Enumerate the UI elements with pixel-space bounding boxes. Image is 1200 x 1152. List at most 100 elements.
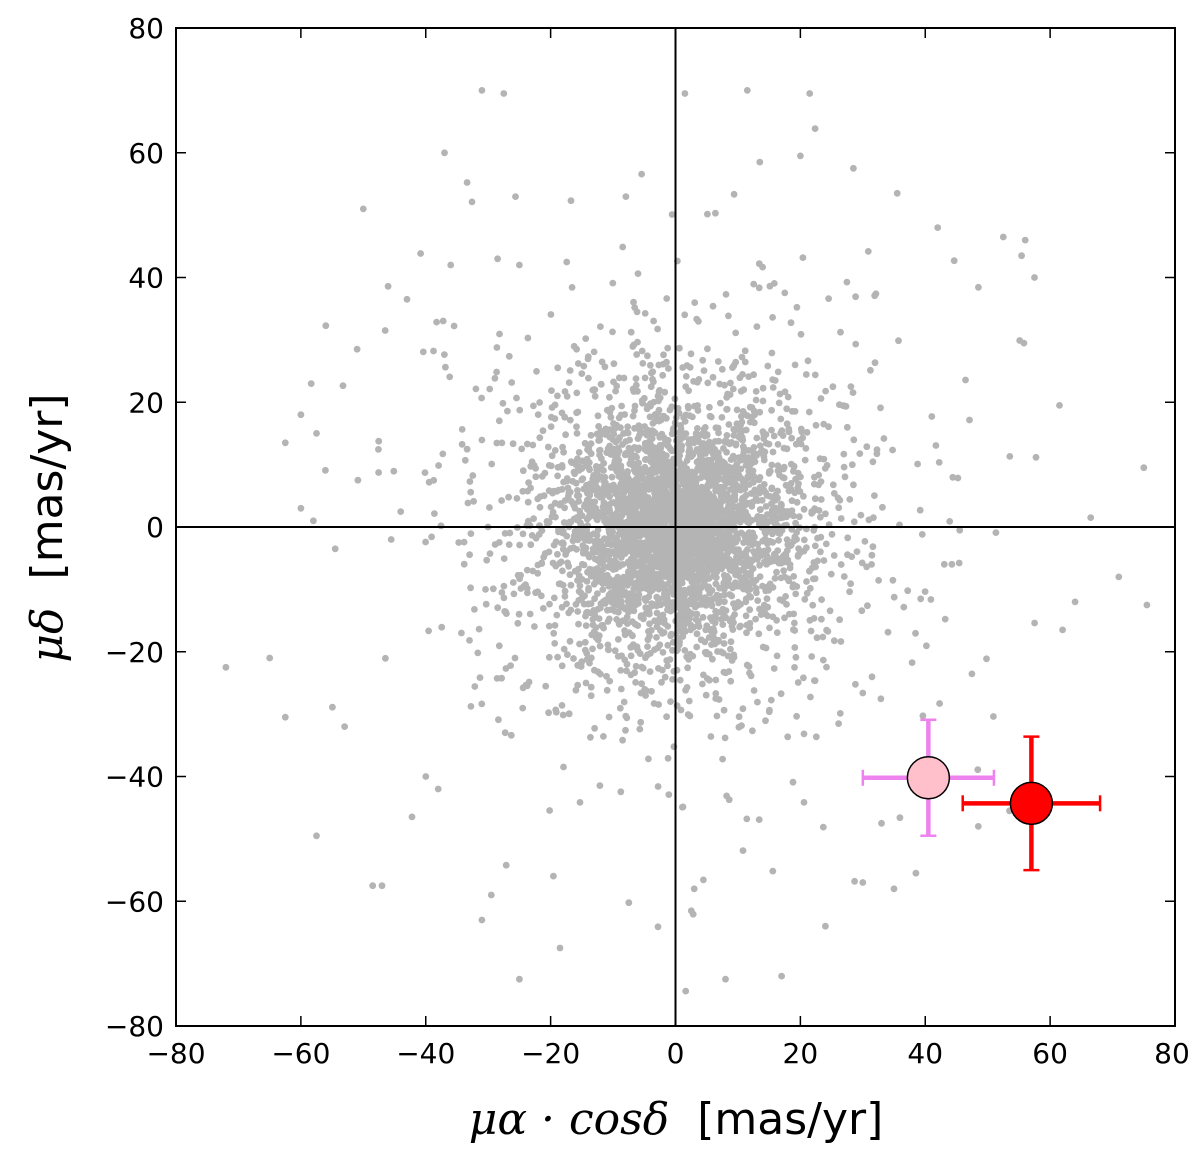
field-star [840,450,848,458]
field-star [739,443,747,450]
field-star [743,629,750,637]
field-star [694,621,702,628]
field-star [850,518,858,526]
field-star [685,517,693,525]
field-star [281,439,289,447]
field-star [624,558,632,566]
field-star [724,463,732,470]
field-star [656,434,664,441]
field-star [573,409,580,417]
field-star [604,515,612,523]
field-star [493,344,501,351]
field-star [804,357,812,365]
field-star [664,606,671,614]
field-star [735,713,743,721]
field-star [803,589,811,597]
field-star [589,621,597,629]
field-star [563,393,571,400]
field-star [750,489,758,497]
field-star [322,466,329,474]
field-star [790,512,797,520]
field-star [493,368,500,376]
field-star [680,598,688,606]
field-star [723,573,731,580]
field-star [822,510,829,518]
field-star [800,674,807,682]
field-star [739,847,747,854]
field-star [679,364,687,371]
field-star [434,785,442,793]
field-star [641,595,649,602]
field-star [750,450,758,457]
field-star [642,529,650,537]
field-star [673,508,681,516]
field-star [1071,598,1079,606]
field-star [576,799,584,806]
field-star [787,460,795,468]
field-star [677,535,685,542]
field-star [382,654,389,662]
field-star [733,406,741,414]
field-star [941,615,949,623]
field-star [551,401,559,409]
field-star [684,476,692,484]
field-star [641,310,649,317]
field-star [623,667,630,675]
field-star [597,559,605,567]
field-star [617,667,625,674]
field-star [701,649,709,656]
field-star [715,565,722,573]
field-star [615,447,623,455]
field-star [755,284,763,292]
field-star [974,766,982,774]
field-star [597,545,605,553]
field-star [868,551,876,559]
field-star [516,975,523,983]
field-star [613,616,620,623]
field-star [631,407,638,414]
field-star [721,734,729,742]
field-star [561,587,569,595]
field-star [665,574,673,582]
field-star [590,348,598,356]
field-star [638,170,645,178]
field-star [1016,337,1024,344]
field-star [780,567,788,575]
field-star [718,498,725,506]
field-star [755,816,763,823]
field-star [709,617,716,625]
field-star [765,469,773,477]
field-star [463,179,471,186]
field-star [495,642,503,650]
field-star [743,87,751,94]
field-star [697,568,705,575]
field-star [711,452,719,459]
field-star [830,552,838,559]
field-star [806,584,814,592]
field-star [654,595,662,603]
field-star [684,664,691,672]
field-star [949,473,957,481]
field-star [585,586,592,594]
field-star [650,317,657,325]
field-star [615,374,623,382]
field-star [770,432,778,440]
field-star [710,552,717,559]
field-star [608,541,615,549]
field-star [509,440,517,448]
field-star [657,485,665,492]
field-star [682,987,690,995]
field-star [736,518,744,526]
field-star [603,426,611,433]
field-star [387,536,395,543]
field-star [837,638,845,645]
field-star [589,545,597,553]
field-star [632,375,640,382]
field-star [558,702,566,709]
field-star [852,680,859,688]
field-star [439,317,447,325]
field-star [908,659,916,666]
field-star [536,503,544,511]
field-star [636,483,643,491]
field-star [663,713,670,721]
